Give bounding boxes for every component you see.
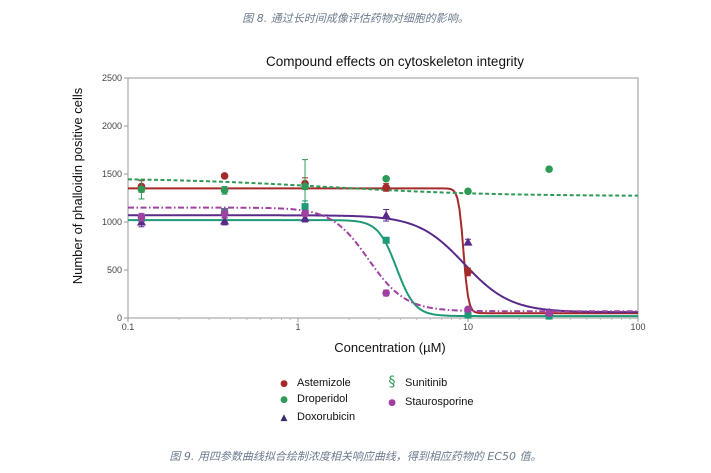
plot-frame <box>127 77 639 319</box>
legend-symbol-astemizole: ● <box>280 379 288 389</box>
point-staurosporine <box>382 289 390 297</box>
point-droperidol <box>545 165 553 173</box>
point-doxorubicin <box>463 237 473 246</box>
legend: ● Astemizole § Sunitinib ● Droperidol ● Stauros… <box>280 374 473 423</box>
fit-curve-doxorubicin <box>128 214 639 314</box>
point-droperidol <box>301 182 309 191</box>
point-astemizole <box>220 172 229 180</box>
legend-symbol-doxorubicin: ▲ <box>281 413 288 423</box>
point-doxorubicin <box>300 213 310 222</box>
point-staurosporine <box>137 213 146 221</box>
x-tick-label: 0.1 <box>122 322 135 332</box>
y-axis-title: Number of phalloidin positive cells <box>70 87 85 284</box>
fit-curve-droperidol <box>127 178 639 197</box>
point-sunitinib <box>464 311 472 319</box>
figure-caption-bottom: 图 9. 用四参数曲线拟合绘制浓度相关响应曲线，得到相应药物的 EC50 值。 <box>169 450 542 463</box>
point-staurosporine <box>220 209 229 218</box>
y-tick-label: 1000 <box>102 217 122 227</box>
point-droperidol <box>137 185 146 194</box>
point-staurosporine <box>301 209 309 218</box>
legend-label-staurosporine: Staurosporine <box>405 396 474 408</box>
legend-label-astemizole: Astemizole <box>297 377 351 389</box>
point-astemizole <box>464 268 472 276</box>
point-doxorubicin <box>220 216 230 225</box>
y-tick-label: 2000 <box>102 121 122 131</box>
point-astemizole <box>382 183 390 192</box>
point-sunitinib <box>382 236 390 244</box>
x-axis-title: Concentration (µM) <box>334 340 446 355</box>
legend-label-sunitinib: Sunitinib <box>405 377 447 389</box>
legend-symbol-staurosporine: ● <box>388 398 396 408</box>
fit-curve-sunitinib <box>128 219 638 318</box>
point-droperidol <box>220 186 229 195</box>
chart-title: Compound effects on cytoskeleton integri… <box>266 54 524 69</box>
y-tick-label: 2500 <box>102 73 122 83</box>
legend-symbol-sunitinib: § <box>389 374 396 390</box>
point-sunitinib <box>301 203 309 211</box>
legend-symbol-droperidol: ● <box>280 395 288 405</box>
x-tick-label: 10 <box>463 322 473 332</box>
legend-label-droperidol: Droperidol <box>297 393 348 405</box>
figure-caption-top: 图 8. 通过长时间成像评估药物对细胞的影响。 <box>242 12 469 25</box>
axis-ticks: 0 500 1000 1500 2000 2500 0.1 1 10 100 <box>102 73 646 332</box>
point-droperidol <box>382 175 390 183</box>
point-staurosporine <box>464 305 472 314</box>
y-tick-label: 1500 <box>102 169 122 179</box>
point-droperidol <box>464 187 472 196</box>
fit-curve-staurosporine <box>128 206 638 313</box>
fit-curves <box>127 178 639 318</box>
data-points <box>136 159 554 320</box>
legend-label-doxorubicin: Doxorubicin <box>297 411 355 423</box>
point-doxorubicin <box>381 210 391 219</box>
x-tick-label: 100 <box>630 322 645 332</box>
y-tick-label: 0 <box>117 313 122 323</box>
point-staurosporine <box>545 309 553 318</box>
y-tick-label: 500 <box>107 265 122 275</box>
x-tick-label: 1 <box>295 322 300 332</box>
